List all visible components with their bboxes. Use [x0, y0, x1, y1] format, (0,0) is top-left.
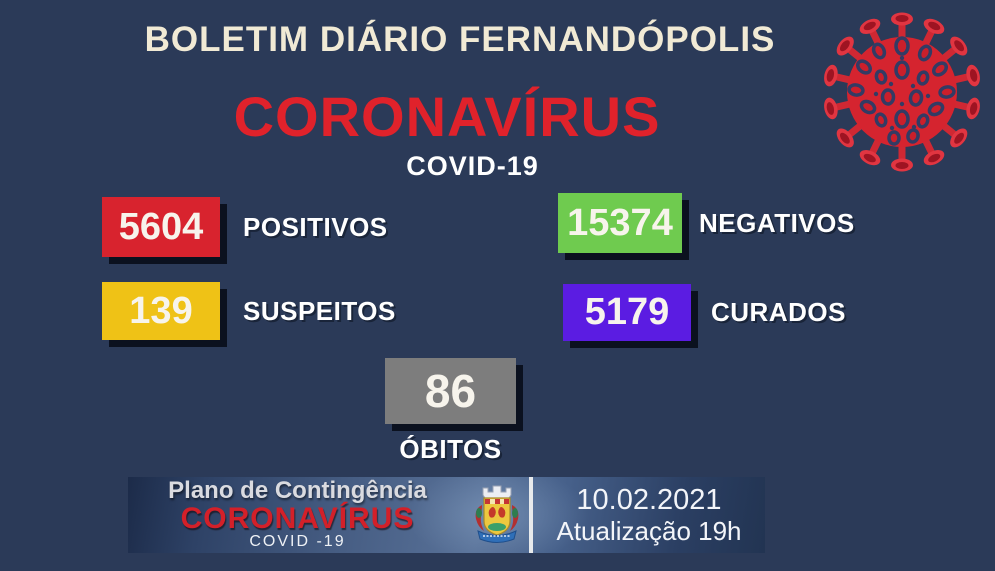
obitos-count-box: 86: [385, 358, 516, 424]
plan-title: Plano de Contingência: [168, 477, 427, 505]
curados-value: 5179: [584, 291, 670, 333]
suspeitos-count-box: 139: [102, 282, 220, 340]
bulletin-title: BOLETIM DIÁRIO FERNANDÓPOLIS: [144, 20, 776, 59]
positivos-label: POSITIVOS: [243, 211, 388, 242]
plan-subtitle: COVID -19: [249, 533, 346, 551]
update-info-panel: 10.02.2021 Atualização 19h: [533, 477, 765, 553]
plan-disease-title: CORONAVÍRUS: [180, 501, 415, 535]
disease-subtitle: COVID-19: [406, 151, 539, 181]
disease-title: CORONAVÍRUS: [233, 85, 661, 148]
contingency-plan-panel: Plano de Contingência CORONAVÍRUS COVID …: [128, 477, 529, 553]
curados-label: CURADOS: [711, 297, 846, 327]
positivos-value: 5604: [118, 205, 204, 248]
bulletin-date: 10.02.2021: [576, 484, 722, 517]
negativos-count-box: 15374: [558, 193, 682, 253]
curados-count-box: 5179: [563, 284, 691, 341]
update-time: Atualização 19h: [556, 515, 742, 546]
coronavirus-icon: [824, 12, 980, 172]
suspeitos-label: SUSPEITOS: [243, 295, 396, 326]
city-coat-of-arms-icon: [475, 485, 519, 543]
obitos-value: 86: [424, 365, 477, 417]
obitos-label: ÓBITOS: [399, 433, 502, 464]
suspeitos-value: 139: [129, 289, 193, 332]
footer-divider: [529, 477, 533, 553]
negativos-label: NEGATIVOS: [699, 207, 855, 238]
positivos-count-box: 5604: [102, 197, 220, 257]
negativos-value: 15374: [567, 201, 673, 244]
footer-bar: Plano de Contingência CORONAVÍRUS COVID …: [128, 477, 765, 553]
